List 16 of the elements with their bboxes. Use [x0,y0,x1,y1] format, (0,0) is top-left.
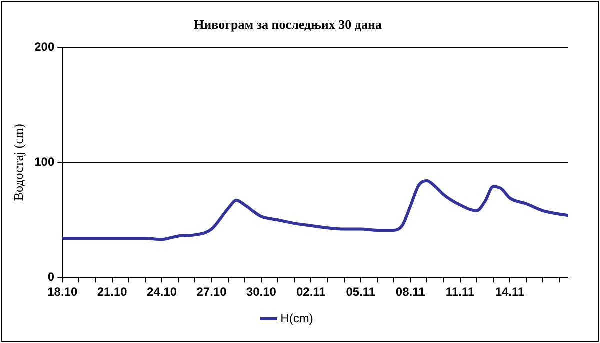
chart-title: Нивограм за последњих 30 дана [194,17,382,32]
x-tick-label: 08.11 [396,285,426,300]
x-tick-label: 14.11 [495,285,526,300]
y-tick-label: 200 [34,40,55,54]
y-tick-label: 100 [34,154,55,169]
x-tick-label: 02.11 [296,285,326,300]
x-tick-label: 11.11 [446,285,475,300]
x-tick-label: 30.10 [246,285,277,300]
x-tick-label: 21.10 [97,285,128,300]
x-tick-label: 27.10 [196,285,228,300]
y-axis-title: Водостај (cm) [11,124,26,202]
x-tick-label: 24.10 [147,285,178,300]
x-tick-label: 05.11 [346,285,376,300]
legend-label: H(cm) [280,311,314,326]
y-tick-label: 0 [48,270,55,284]
x-tick-label: 18.10 [48,285,78,300]
